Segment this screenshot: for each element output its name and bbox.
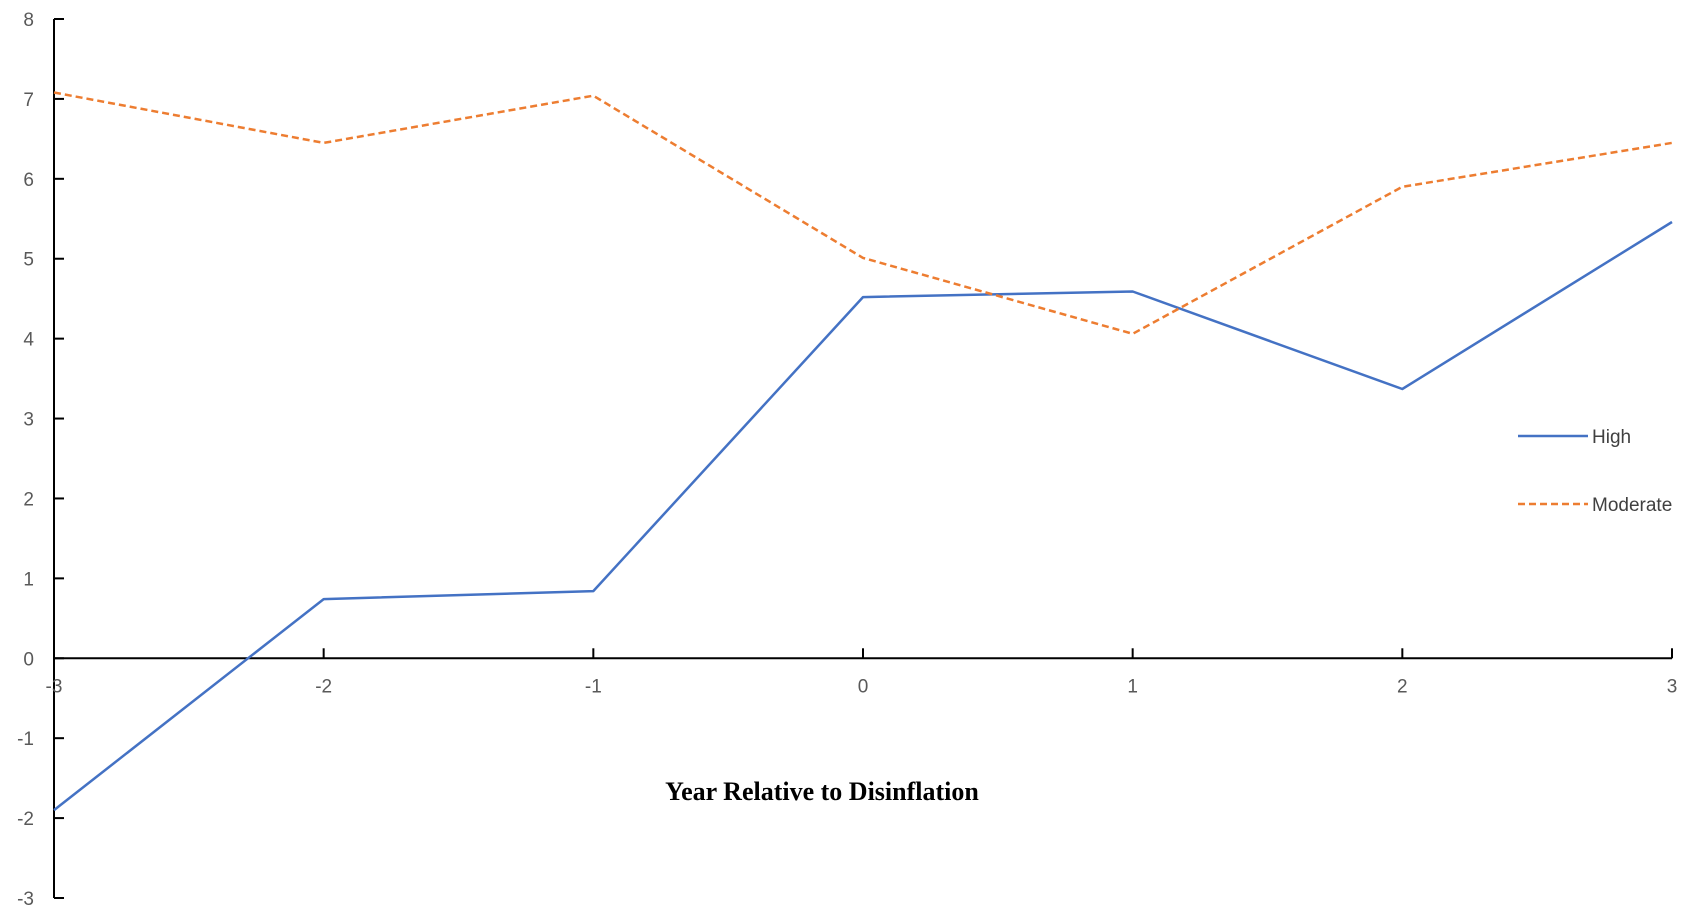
y-tick-label: -2 (17, 809, 34, 830)
x-axis-title: Year Relative to Disinflation (665, 777, 979, 806)
series-line-moderate (53, 91, 1673, 336)
y-tick-label: -1 (17, 729, 34, 750)
y-tick-label: -3 (17, 889, 34, 908)
data-point-moderate (322, 141, 325, 144)
y-tick-label: 3 (23, 410, 34, 431)
legend-label-high: High (1592, 427, 1631, 448)
data-point-moderate (862, 256, 865, 259)
x-tick-label: -3 (46, 676, 63, 697)
legend-label-moderate: Moderate (1592, 495, 1672, 516)
data-point-moderate (1401, 185, 1404, 188)
y-tick-label: 7 (23, 90, 34, 111)
data-point-moderate (1671, 141, 1674, 144)
y-tick-label: 5 (23, 250, 34, 271)
y-tick-label: 2 (23, 489, 34, 510)
y-tick-label: 8 (23, 10, 34, 31)
x-axis: -3 -2 -1 0 1 2 3 (46, 648, 1678, 697)
x-tick-label: 0 (858, 676, 869, 697)
y-tick-label: 4 (23, 330, 34, 351)
x-tick-label: -2 (315, 676, 332, 697)
data-point-high (53, 809, 56, 812)
data-point-moderate (53, 91, 56, 94)
x-tick-label: 3 (1667, 676, 1678, 697)
legend: High Moderate (1518, 427, 1672, 516)
x-tick-label: 2 (1397, 676, 1408, 697)
data-point-high (592, 590, 595, 593)
x-tick-label: 1 (1127, 676, 1138, 697)
series-lines (53, 91, 1674, 812)
data-point-high (1131, 290, 1134, 293)
data-point-high (1401, 388, 1404, 391)
y-tick-label: 6 (23, 170, 34, 191)
data-point-high (862, 296, 865, 299)
data-point-moderate (592, 94, 595, 97)
data-point-high (322, 598, 325, 601)
data-point-high (1671, 221, 1674, 224)
y-tick-label: 0 (23, 649, 34, 670)
data-point-moderate (1131, 332, 1134, 335)
series-line-high (53, 220, 1673, 812)
y-tick-label: 1 (23, 569, 34, 590)
x-tick-label: -1 (585, 676, 602, 697)
y-axis: 8 7 6 5 4 3 2 1 0 -1 -2 -3 (17, 10, 64, 908)
